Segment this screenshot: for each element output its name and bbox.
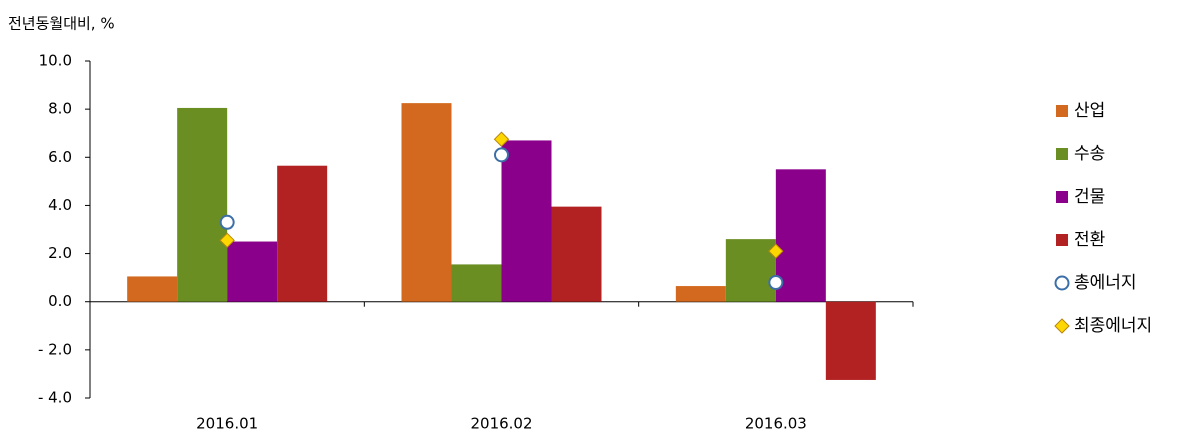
bar: [451, 264, 502, 302]
marker: [768, 243, 784, 259]
y-tick-label: 2.0: [48, 244, 72, 262]
legend-label: 전환: [1074, 230, 1105, 250]
y-tick-label: 6.0: [48, 148, 72, 166]
bar: [675, 286, 726, 302]
legend-swatch: [1056, 234, 1068, 246]
y-tick-label: - 4.0: [38, 389, 72, 407]
legend-label: 수송: [1074, 144, 1105, 164]
legend-swatch: [1056, 148, 1068, 160]
marker: [493, 131, 510, 147]
bar: [725, 239, 776, 302]
legend-label: 건물: [1074, 187, 1105, 207]
marker: [494, 147, 509, 163]
legend-label: 총에너지: [1074, 273, 1137, 293]
bar: [401, 103, 452, 302]
y-tick-label: 10.0: [39, 52, 72, 70]
x-tick-label: 2016.01: [196, 415, 258, 433]
bar: [775, 169, 826, 302]
bar: [227, 241, 278, 302]
bar: [277, 165, 328, 302]
y-tick-label: 0.0: [48, 292, 72, 310]
marker: [219, 232, 235, 249]
legend-label: 최종에너지: [1074, 316, 1152, 336]
x-tick-label: 2016.02: [470, 415, 532, 433]
bar: [501, 140, 552, 302]
marker: [219, 214, 235, 230]
x-tick-label: 2016.03: [745, 415, 807, 433]
y-axis-title: 전년동월대비, %: [8, 15, 115, 33]
y-tick-label: - 2.0: [38, 340, 72, 358]
legend-swatch: [1056, 191, 1068, 203]
legend-label: 산업: [1074, 101, 1105, 121]
y-tick-label: 8.0: [48, 100, 72, 118]
legend-swatch: [1056, 105, 1068, 117]
legend-marker: [1054, 318, 1070, 334]
bar: [127, 276, 178, 302]
marker: [768, 274, 784, 290]
y-tick-label: 4.0: [48, 196, 72, 214]
bar: [825, 301, 876, 380]
legend-marker: [1054, 275, 1070, 291]
bar: [177, 107, 228, 302]
bar: [551, 206, 602, 302]
